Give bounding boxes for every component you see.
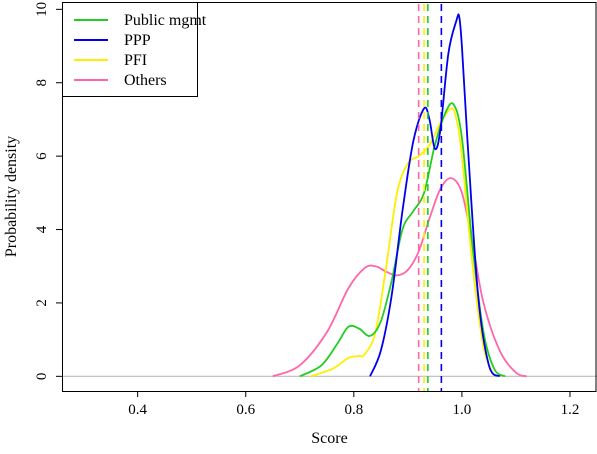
series-line-others	[272, 177, 528, 378]
legend-label-pfi: PFI	[124, 52, 147, 69]
legend: Public mgmt PPP PFI Others	[62, 2, 207, 97]
y-tick-label: 4	[34, 225, 50, 233]
y-tick-label: 8	[34, 79, 50, 87]
y-tick-label: 6	[34, 152, 50, 160]
y-axis-ticks: 0 2 4 6 8 10	[34, 2, 62, 380]
x-tick-label: 0.6	[236, 402, 255, 418]
series-line-public-mgmt	[299, 102, 506, 378]
x-axis-title: Score	[311, 430, 347, 447]
x-tick-label: 0.4	[128, 402, 147, 418]
x-axis-ticks: 0.4 0.6 0.8 1.0 1.2	[128, 391, 579, 418]
legend-label-others: Others	[124, 72, 167, 89]
x-tick-label: 1.0	[453, 402, 472, 418]
series-line-pfi	[310, 107, 496, 378]
y-tick-label: 10	[34, 2, 50, 17]
legend-label-ppp: PPP	[124, 32, 151, 49]
mean-lines-layer	[417, 4, 443, 391]
series-line-ppp	[369, 13, 501, 378]
legend-label-public-mgmt: Public mgmt	[124, 12, 207, 29]
x-tick-label: 1.2	[561, 402, 580, 418]
plot-frame	[62, 2, 597, 392]
y-tick-label: 0	[34, 373, 50, 381]
series-lines-layer	[272, 13, 528, 378]
y-axis-title: Probability density	[3, 136, 20, 257]
x-tick-label: 0.8	[344, 402, 363, 418]
y-tick-label: 2	[34, 299, 50, 307]
